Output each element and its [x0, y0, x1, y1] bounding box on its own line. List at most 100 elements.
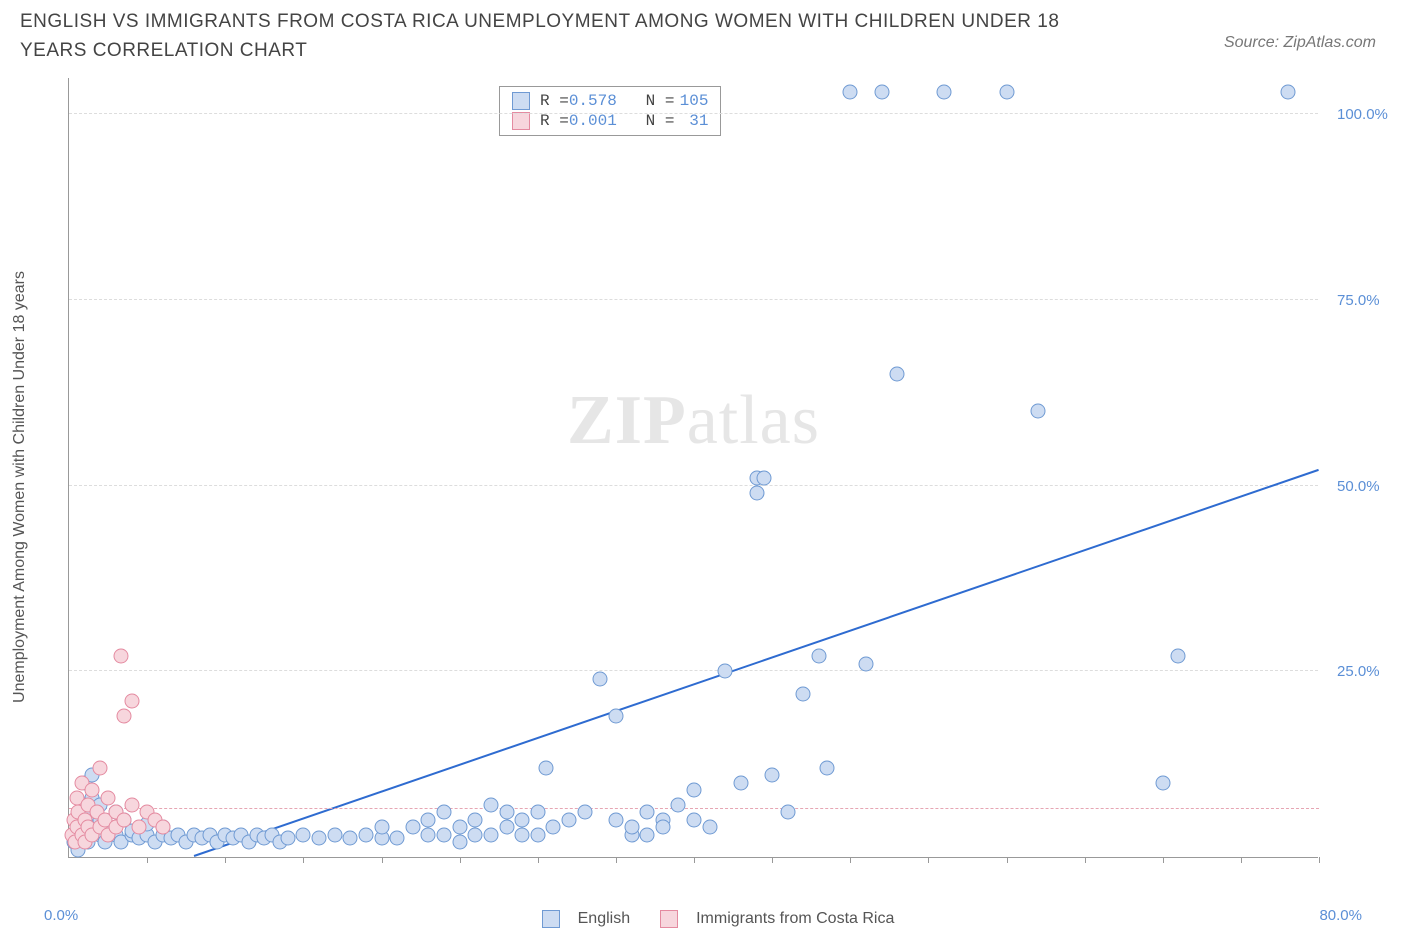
trend-line [69, 808, 1319, 809]
y-tick-label: 75.0% [1337, 292, 1380, 309]
data-point [1030, 404, 1045, 419]
data-point [608, 708, 623, 723]
data-point [358, 827, 373, 842]
n-label: N = [617, 112, 675, 130]
data-point [530, 827, 545, 842]
scatter-plot-area: ZIPatlas R = 0.578 N = 105R = 0.001 N = … [68, 78, 1318, 858]
gridline [69, 299, 1318, 300]
data-point [546, 820, 561, 835]
x-tick-mark [1241, 857, 1242, 863]
legend-item: Immigrants from Costa Rica [660, 910, 894, 928]
data-point [874, 84, 889, 99]
data-point [757, 471, 772, 486]
gridline [69, 113, 1318, 114]
data-point [132, 820, 147, 835]
legend-label: Immigrants from Costa Rica [696, 910, 894, 928]
data-point [538, 760, 553, 775]
legend-swatch [512, 112, 530, 130]
x-tick-mark [147, 857, 148, 863]
stats-legend: R = 0.578 N = 105R = 0.001 N = 31 [499, 86, 721, 136]
x-tick-mark [928, 857, 929, 863]
data-point [937, 84, 952, 99]
y-axis-label: Unemployment Among Women with Children U… [11, 271, 29, 703]
data-point [405, 820, 420, 835]
data-point [608, 812, 623, 827]
x-tick-mark [225, 857, 226, 863]
trend-line [194, 469, 1320, 857]
plot-outer: Unemployment Among Women with Children U… [48, 78, 1388, 896]
data-point [483, 827, 498, 842]
data-point [93, 760, 108, 775]
data-point [640, 805, 655, 820]
data-point [749, 486, 764, 501]
data-point [624, 820, 639, 835]
data-point [655, 820, 670, 835]
legend-swatch [512, 92, 530, 110]
x-tick-mark [460, 857, 461, 863]
data-point [452, 835, 467, 850]
stats-legend-row: R = 0.578 N = 105 [500, 91, 720, 111]
data-point [296, 827, 311, 842]
n-value: 31 [674, 112, 708, 130]
data-point [733, 775, 748, 790]
legend-label: English [578, 910, 630, 928]
data-point [116, 812, 131, 827]
data-point [1171, 649, 1186, 664]
data-point [483, 798, 498, 813]
data-point [562, 812, 577, 827]
data-point [640, 827, 655, 842]
bottom-legend: English Immigrants from Costa Rica [48, 910, 1388, 928]
data-point [858, 656, 873, 671]
x-tick-mark [1163, 857, 1164, 863]
data-point [327, 827, 342, 842]
source-attribution: Source: ZipAtlas.com [1224, 34, 1376, 52]
data-point [390, 831, 405, 846]
data-point [113, 649, 128, 664]
data-point [452, 820, 467, 835]
gridline [69, 485, 1318, 486]
r-label: R = [540, 92, 569, 110]
y-tick-label: 100.0% [1337, 106, 1388, 123]
data-point [515, 827, 530, 842]
x-tick-mark [1085, 857, 1086, 863]
data-point [468, 827, 483, 842]
x-tick-mark [850, 857, 851, 863]
data-point [515, 812, 530, 827]
data-point [437, 805, 452, 820]
x-tick-mark [694, 857, 695, 863]
x-tick-mark [616, 857, 617, 863]
data-point [843, 84, 858, 99]
data-point [671, 798, 686, 813]
data-point [343, 831, 358, 846]
data-point [687, 783, 702, 798]
data-point [421, 812, 436, 827]
x-tick-mark [772, 857, 773, 863]
data-point [765, 768, 780, 783]
data-point [819, 760, 834, 775]
data-point [702, 820, 717, 835]
data-point [437, 827, 452, 842]
n-value: 105 [674, 92, 708, 110]
r-label: R = [540, 112, 569, 130]
data-point [812, 649, 827, 664]
legend-swatch [542, 910, 560, 928]
y-tick-label: 25.0% [1337, 663, 1380, 680]
data-point [499, 820, 514, 835]
data-point [499, 805, 514, 820]
data-point [116, 708, 131, 723]
n-label: N = [617, 92, 675, 110]
data-point [468, 812, 483, 827]
r-value: 0.578 [569, 92, 617, 110]
data-point [999, 84, 1014, 99]
data-point [124, 694, 139, 709]
x-tick-mark [1319, 857, 1320, 863]
data-point [530, 805, 545, 820]
r-value: 0.001 [569, 112, 617, 130]
data-point [124, 798, 139, 813]
data-point [155, 820, 170, 835]
data-point [85, 783, 100, 798]
data-point [374, 820, 389, 835]
x-tick-mark [1007, 857, 1008, 863]
data-point [780, 805, 795, 820]
y-tick-label: 50.0% [1337, 478, 1380, 495]
